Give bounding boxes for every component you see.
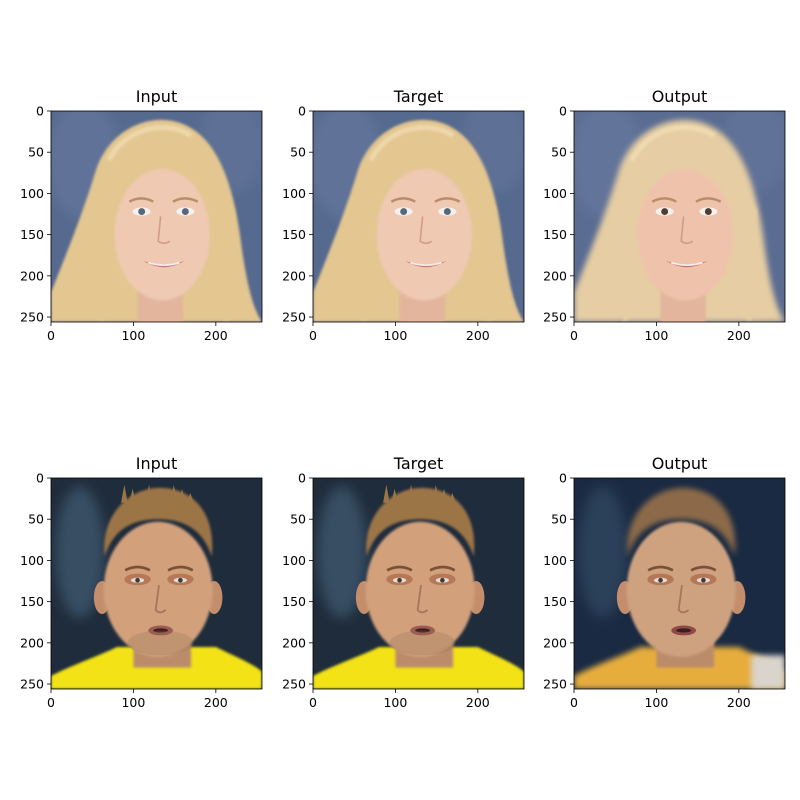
axes-frame xyxy=(50,110,263,323)
panel-2: Target 0 100 200 0 50 100 150 200 250 xyxy=(282,87,525,343)
x-tick-label: 0 xyxy=(47,328,55,343)
shirt xyxy=(574,646,785,689)
y-tick-label: 0 xyxy=(298,104,306,119)
x-tick-label: 100 xyxy=(644,695,668,710)
x-tick-label: 0 xyxy=(309,328,317,343)
y-tick-label: 150 xyxy=(282,594,306,609)
shirt xyxy=(51,646,262,689)
x-tick-label: 200 xyxy=(727,695,751,710)
x-tick-label: 200 xyxy=(727,328,751,343)
x-tick-label: 100 xyxy=(383,695,407,710)
x-tick-label: 200 xyxy=(466,695,490,710)
y-tick-label: 0 xyxy=(298,471,306,486)
x-tick-label: 0 xyxy=(570,328,578,343)
hair xyxy=(627,487,736,557)
x-tick-label: 200 xyxy=(466,328,490,343)
y-tick-label: 50 xyxy=(551,145,567,160)
face-image xyxy=(313,478,524,689)
y-tick-label: 200 xyxy=(20,268,44,283)
y-tick-label: 0 xyxy=(36,471,44,486)
y-tick-label: 100 xyxy=(20,186,44,201)
y-tick-label: 200 xyxy=(282,635,306,650)
panel-title: Target xyxy=(393,454,444,473)
panel-title: Input xyxy=(136,454,177,473)
y-tick-label: 0 xyxy=(559,104,567,119)
face xyxy=(114,168,211,301)
shirt xyxy=(313,646,524,689)
x-tick-label: 100 xyxy=(383,328,407,343)
axes-frame xyxy=(50,477,263,690)
axes-frame xyxy=(573,110,786,323)
y-tick-label: 200 xyxy=(20,635,44,650)
y-tick-label: 100 xyxy=(543,553,567,568)
panel-title: Output xyxy=(652,87,708,106)
face-image xyxy=(574,478,785,689)
x-tick-label: 100 xyxy=(121,695,145,710)
y-tick-label: 150 xyxy=(543,594,567,609)
panel-4: Input 0 100 200 0 50 100 150 200 250 xyxy=(20,454,263,710)
hair xyxy=(366,487,475,557)
axes-frame xyxy=(312,477,525,690)
y-tick-label: 100 xyxy=(282,553,306,568)
y-tick-label: 100 xyxy=(543,186,567,201)
x-tick-label: 0 xyxy=(570,695,578,710)
panel-3: Output 0 100 200 0 50 100 150 200 250 xyxy=(543,87,786,343)
panel-6: Output 0 100 200 0 50 100 150 200 250 xyxy=(543,454,786,710)
y-tick-label: 150 xyxy=(20,227,44,242)
y-tick-label: 0 xyxy=(36,104,44,119)
y-tick-label: 250 xyxy=(282,310,306,325)
y-tick-label: 150 xyxy=(20,594,44,609)
panel-1: Input 0 100 200 0 50 100 150 200 250 xyxy=(20,87,263,343)
face xyxy=(637,168,734,301)
face-image xyxy=(51,111,262,322)
x-tick-label: 200 xyxy=(204,695,228,710)
y-tick-label: 100 xyxy=(20,553,44,568)
face xyxy=(376,168,473,301)
y-tick-label: 200 xyxy=(543,268,567,283)
y-tick-label: 150 xyxy=(543,227,567,242)
y-tick-label: 50 xyxy=(290,145,306,160)
axes-frame xyxy=(312,110,525,323)
y-tick-label: 50 xyxy=(28,512,44,527)
x-tick-label: 0 xyxy=(309,695,317,710)
face-image xyxy=(574,111,785,322)
panel-5: Target 0 100 200 0 50 100 150 200 250 xyxy=(282,454,525,710)
panel-title: Input xyxy=(136,87,177,106)
axes-frame xyxy=(573,477,786,690)
y-tick-label: 250 xyxy=(20,677,44,692)
x-tick-label: 0 xyxy=(47,695,55,710)
y-tick-label: 150 xyxy=(282,227,306,242)
y-tick-label: 50 xyxy=(28,145,44,160)
x-tick-label: 100 xyxy=(644,328,668,343)
panel-title: Target xyxy=(393,87,444,106)
y-tick-label: 200 xyxy=(543,635,567,650)
y-tick-label: 0 xyxy=(559,471,567,486)
face-image xyxy=(313,111,524,322)
y-tick-label: 250 xyxy=(282,677,306,692)
y-tick-label: 50 xyxy=(290,512,306,527)
y-tick-label: 200 xyxy=(282,268,306,283)
y-tick-label: 100 xyxy=(282,186,306,201)
x-tick-label: 200 xyxy=(204,328,228,343)
y-tick-label: 50 xyxy=(551,512,567,527)
panel-title: Output xyxy=(652,454,708,473)
y-tick-label: 250 xyxy=(543,310,567,325)
y-tick-label: 250 xyxy=(20,310,44,325)
y-tick-label: 250 xyxy=(543,677,567,692)
hair xyxy=(104,487,213,557)
face-image xyxy=(51,478,262,689)
x-tick-label: 100 xyxy=(121,328,145,343)
